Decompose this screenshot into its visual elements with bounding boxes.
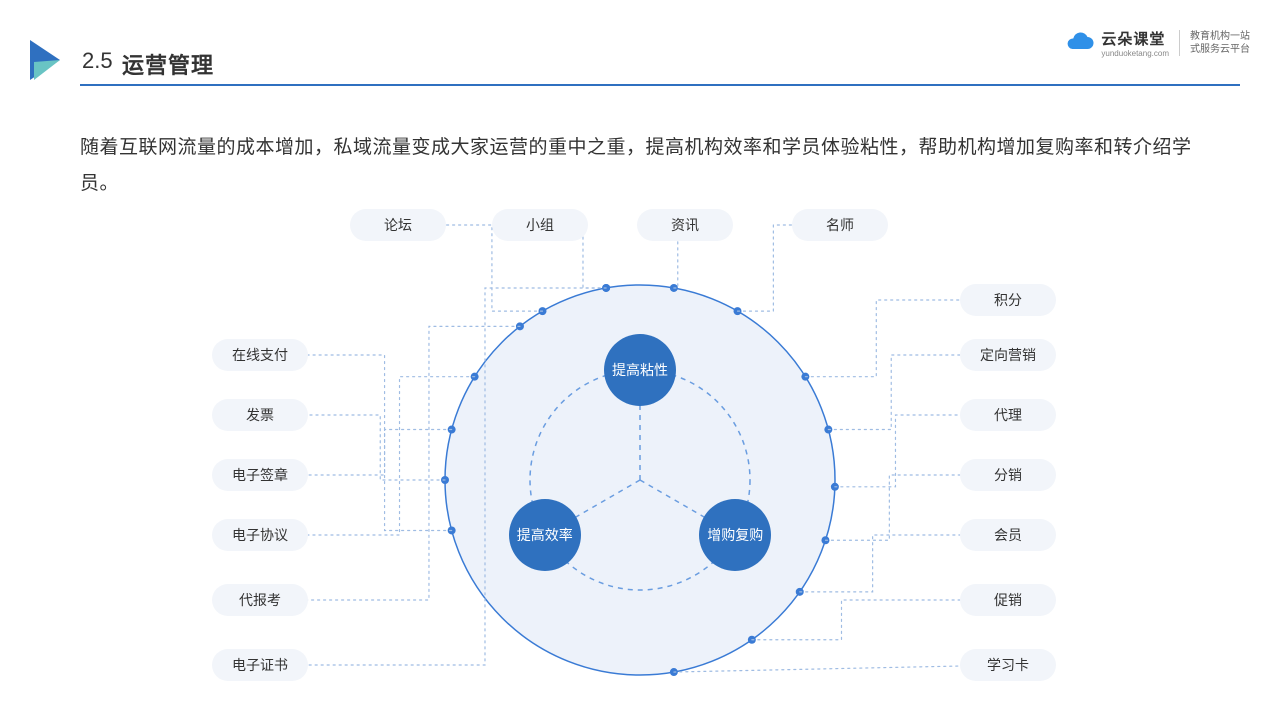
hub-efficiency: 提高效率	[509, 499, 581, 571]
feature-pill: 小组	[492, 209, 588, 241]
feature-pill: 分销	[960, 459, 1056, 491]
hub-sticky: 提高粘性	[604, 334, 676, 406]
feature-pill: 代报考	[212, 584, 308, 616]
feature-pill: 促销	[960, 584, 1056, 616]
feature-pill: 会员	[960, 519, 1056, 551]
feature-pill: 定向营销	[960, 339, 1056, 371]
feature-pill: 在线支付	[212, 339, 308, 371]
feature-pill: 积分	[960, 284, 1056, 316]
feature-pill: 论坛	[350, 209, 446, 241]
feature-pill: 发票	[212, 399, 308, 431]
hub-repurchase: 增购复购	[699, 499, 771, 571]
feature-pill: 电子签章	[212, 459, 308, 491]
feature-pill: 电子协议	[212, 519, 308, 551]
feature-pill: 名师	[792, 209, 888, 241]
feature-pill: 代理	[960, 399, 1056, 431]
feature-pill: 电子证书	[212, 649, 308, 681]
feature-pill: 资讯	[637, 209, 733, 241]
feature-pill: 学习卡	[960, 649, 1056, 681]
